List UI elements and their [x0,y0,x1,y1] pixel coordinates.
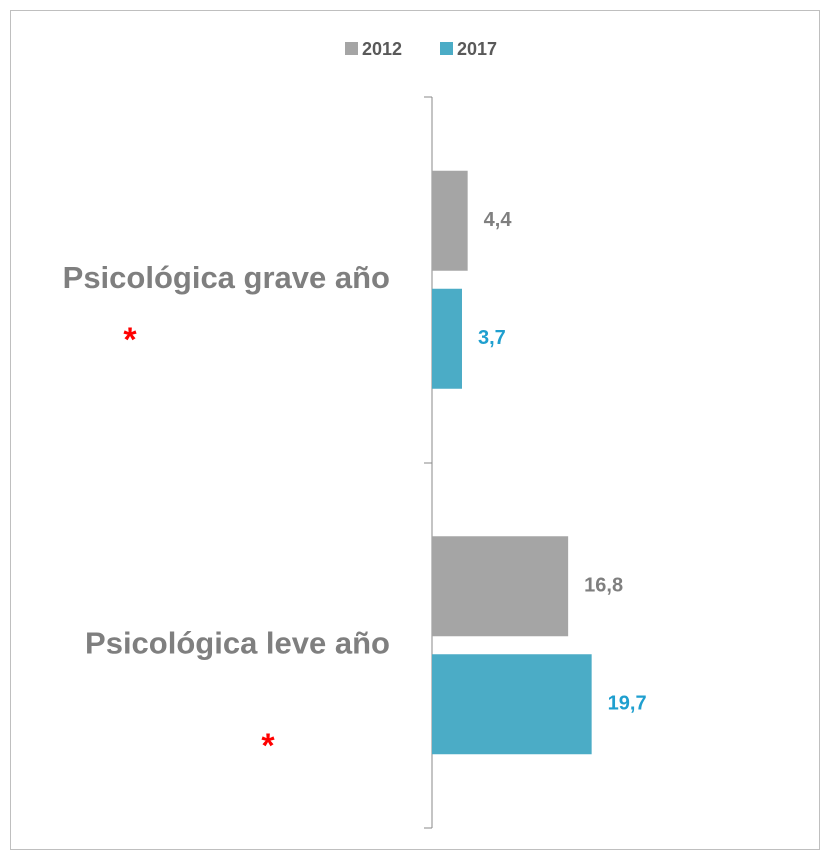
bar [432,288,462,389]
value-label: 19,7 [608,693,647,715]
legend-label: 2012 [362,39,402,59]
value-label: 3,7 [478,327,506,349]
bar [432,536,569,637]
category-label: Psicológica leve año [85,625,390,660]
category-label: Psicológica grave año [63,260,390,295]
significance-mark: * [261,727,275,765]
legend-label: 2017 [457,39,497,59]
bar [432,170,468,271]
value-label: 16,8 [584,575,623,597]
legend-swatch [440,42,453,55]
bar [432,654,592,755]
legend-swatch [345,42,358,55]
value-label: 4,4 [484,209,513,231]
significance-mark: * [123,321,137,359]
chart-frame [10,10,820,850]
